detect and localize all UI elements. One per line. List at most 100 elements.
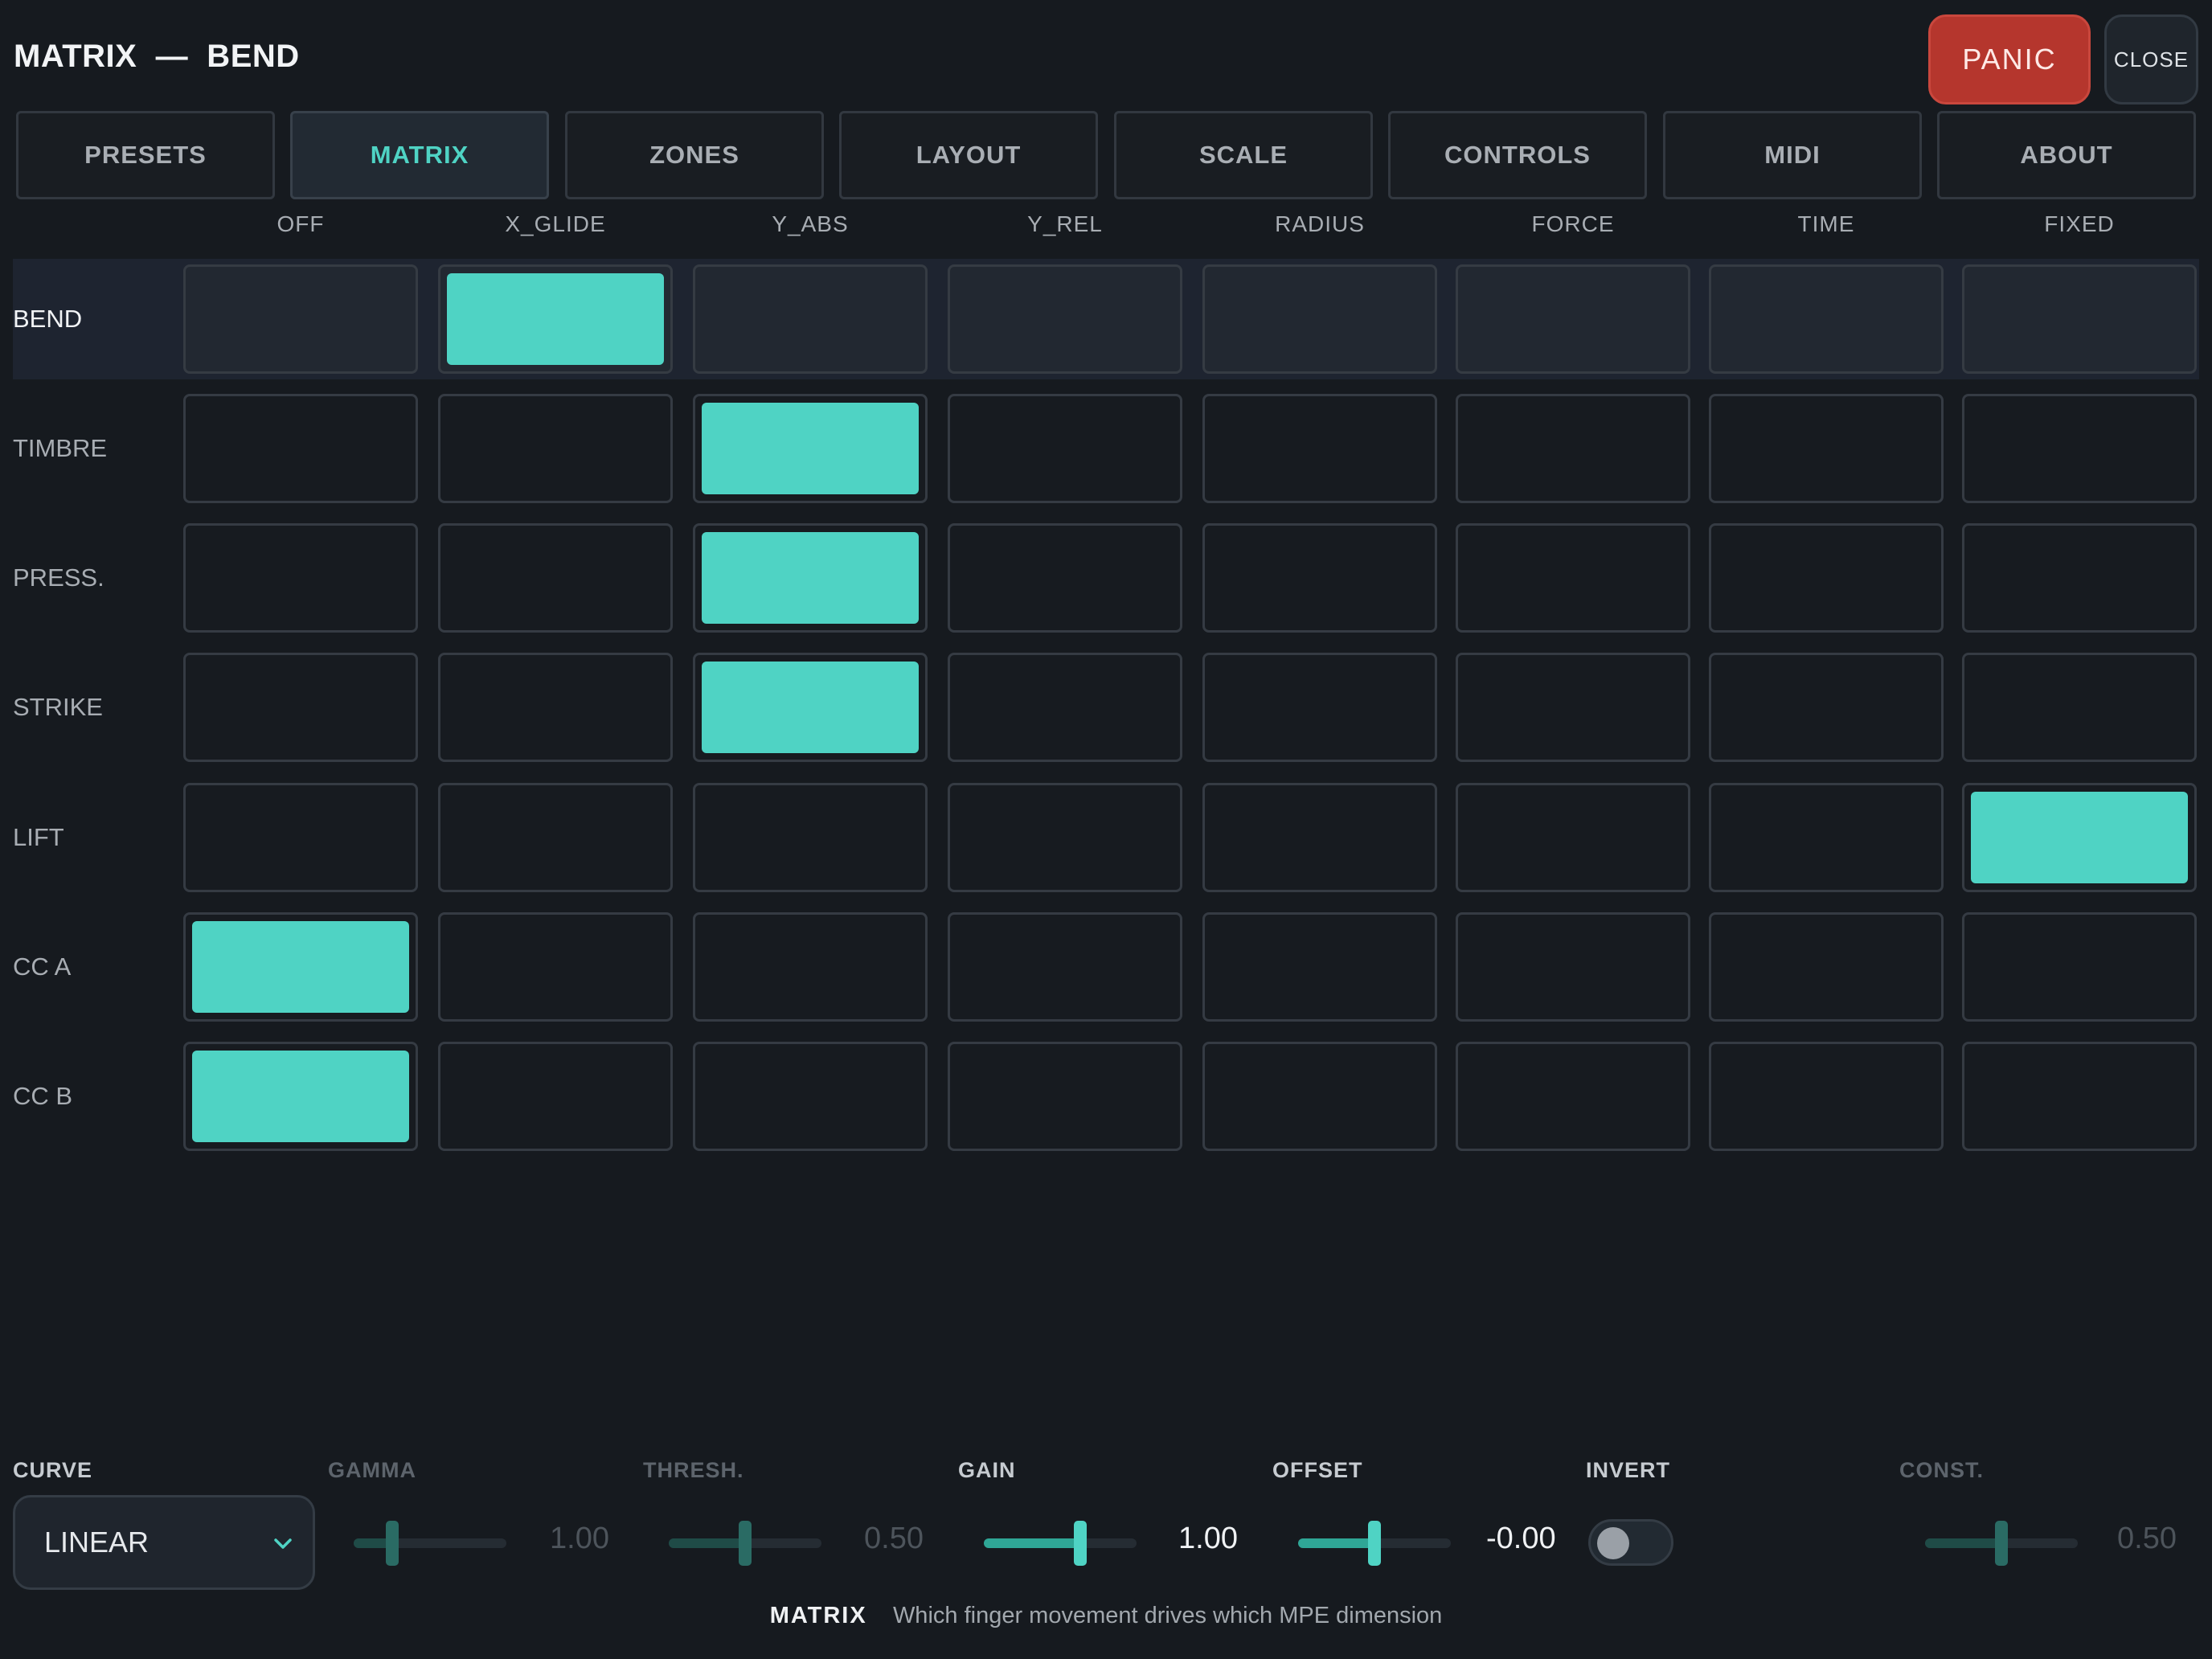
matrix-cell[interactable]	[438, 1042, 673, 1151]
matrix-cell[interactable]	[693, 394, 928, 503]
matrix-cell[interactable]	[1456, 264, 1690, 374]
matrix-cell[interactable]	[1456, 523, 1690, 633]
row-label[interactable]: STRIKE	[13, 693, 103, 721]
matrix-cell[interactable]	[1709, 912, 1944, 1022]
matrix-cell[interactable]	[438, 653, 673, 762]
matrix-cell[interactable]	[1202, 912, 1437, 1022]
panic-button[interactable]: PANIC	[1928, 14, 2091, 104]
thresh-slider[interactable]	[669, 1521, 821, 1566]
matrix-cell[interactable]	[948, 523, 1182, 633]
matrix-cell[interactable]	[183, 653, 418, 762]
matrix-cell[interactable]	[693, 783, 928, 892]
const-slider[interactable]	[1925, 1521, 2078, 1566]
curve-select[interactable]: LINEAR	[13, 1495, 315, 1590]
matrix-cell[interactable]	[1962, 653, 2197, 762]
tab-scale[interactable]: SCALE	[1114, 111, 1373, 199]
help-section: MATRIX	[769, 1603, 867, 1628]
matrix-cell[interactable]	[183, 912, 418, 1022]
matrix-cell[interactable]	[1456, 912, 1690, 1022]
matrix-cell[interactable]	[438, 912, 673, 1022]
column-header-off: OFF	[276, 211, 325, 236]
row-label[interactable]: BEND	[13, 305, 83, 333]
matrix-cell[interactable]	[1709, 523, 1944, 633]
matrix-cell[interactable]	[1962, 264, 2197, 374]
gain-slider[interactable]	[984, 1521, 1137, 1566]
tab-layout[interactable]: LAYOUT	[839, 111, 1098, 199]
matrix-cell[interactable]	[183, 523, 418, 633]
offset-label: OFFSET	[1272, 1458, 1363, 1482]
offset-slider-thumb[interactable]	[1368, 1521, 1381, 1566]
matrix-cell[interactable]	[948, 653, 1182, 762]
row-label[interactable]: TIMBRE	[13, 434, 108, 462]
matrix-cell[interactable]	[1709, 394, 1944, 503]
tab-presets[interactable]: PRESETS	[16, 111, 275, 199]
matrix-cell[interactable]	[1202, 394, 1437, 503]
matrix-cell[interactable]	[1709, 1042, 1944, 1151]
matrix-cell[interactable]	[1962, 912, 2197, 1022]
matrix-cell-active-fill	[702, 403, 919, 494]
tab-about[interactable]: ABOUT	[1937, 111, 2196, 199]
thresh-slider-thumb[interactable]	[739, 1521, 752, 1566]
matrix-cell[interactable]	[1202, 523, 1437, 633]
gain-label: GAIN	[958, 1458, 1016, 1482]
matrix-cell[interactable]	[438, 264, 673, 374]
matrix-cell[interactable]	[948, 1042, 1182, 1151]
matrix-cell[interactable]	[183, 1042, 418, 1151]
matrix-cell-active-fill	[192, 1051, 409, 1142]
matrix-cell[interactable]	[1202, 264, 1437, 374]
matrix-cell[interactable]	[693, 653, 928, 762]
row-label[interactable]: PRESS.	[13, 563, 104, 592]
tab-matrix[interactable]: MATRIX	[290, 111, 549, 199]
matrix-cell[interactable]	[693, 523, 928, 633]
matrix-cell[interactable]	[693, 1042, 928, 1151]
matrix-cell[interactable]	[1202, 783, 1437, 892]
tab-midi[interactable]: MIDI	[1663, 111, 1922, 199]
matrix-cell[interactable]	[438, 783, 673, 892]
matrix-cell[interactable]	[183, 783, 418, 892]
thresh-value: 0.50	[864, 1522, 924, 1555]
column-header-x-glide: X_GLIDE	[505, 211, 606, 236]
matrix-cell[interactable]	[1709, 653, 1944, 762]
column-header-y-rel: Y_REL	[1027, 211, 1103, 236]
matrix-cell[interactable]	[1202, 653, 1437, 762]
matrix-cell[interactable]	[1709, 264, 1944, 374]
matrix-cell[interactable]	[1456, 394, 1690, 503]
invert-toggle-knob	[1597, 1527, 1629, 1559]
tab-zones[interactable]: ZONES	[565, 111, 824, 199]
gamma-slider[interactable]	[354, 1521, 506, 1566]
matrix-cell[interactable]	[948, 394, 1182, 503]
offset-slider[interactable]	[1298, 1521, 1451, 1566]
matrix-cell[interactable]	[1202, 1042, 1437, 1151]
gamma-slider-thumb[interactable]	[386, 1521, 399, 1566]
tab-controls[interactable]: CONTROLS	[1388, 111, 1647, 199]
matrix-cell[interactable]	[438, 394, 673, 503]
row-label[interactable]: CC A	[13, 952, 72, 981]
matrix-cell[interactable]	[948, 912, 1182, 1022]
close-button[interactable]: CLOSE	[2104, 14, 2198, 104]
invert-label: INVERT	[1586, 1458, 1671, 1482]
row-label[interactable]: CC B	[13, 1082, 73, 1110]
matrix-cell[interactable]	[1962, 523, 2197, 633]
matrix-cell[interactable]	[1456, 783, 1690, 892]
matrix-cell[interactable]	[1962, 1042, 2197, 1151]
matrix-cell[interactable]	[183, 394, 418, 503]
invert-toggle[interactable]	[1588, 1519, 1673, 1566]
const-slider-thumb[interactable]	[1995, 1521, 2008, 1566]
matrix-cell[interactable]	[693, 912, 928, 1022]
matrix-cell[interactable]	[1456, 1042, 1690, 1151]
matrix-cell-active-fill	[447, 273, 664, 365]
matrix-cell[interactable]	[183, 264, 418, 374]
matrix-cell[interactable]	[1962, 394, 2197, 503]
matrix-cell[interactable]	[693, 264, 928, 374]
matrix-cell[interactable]	[1456, 653, 1690, 762]
matrix-cell[interactable]	[1709, 783, 1944, 892]
row-label[interactable]: LIFT	[13, 823, 64, 851]
matrix-cell[interactable]	[948, 783, 1182, 892]
matrix-cell[interactable]	[1962, 783, 2197, 892]
gamma-label: GAMMA	[328, 1458, 416, 1482]
gain-slider-thumb[interactable]	[1074, 1521, 1087, 1566]
gamma-value: 1.00	[550, 1522, 609, 1555]
matrix-cell[interactable]	[948, 264, 1182, 374]
matrix-cell[interactable]	[438, 523, 673, 633]
chevron-down-icon	[274, 1538, 292, 1549]
